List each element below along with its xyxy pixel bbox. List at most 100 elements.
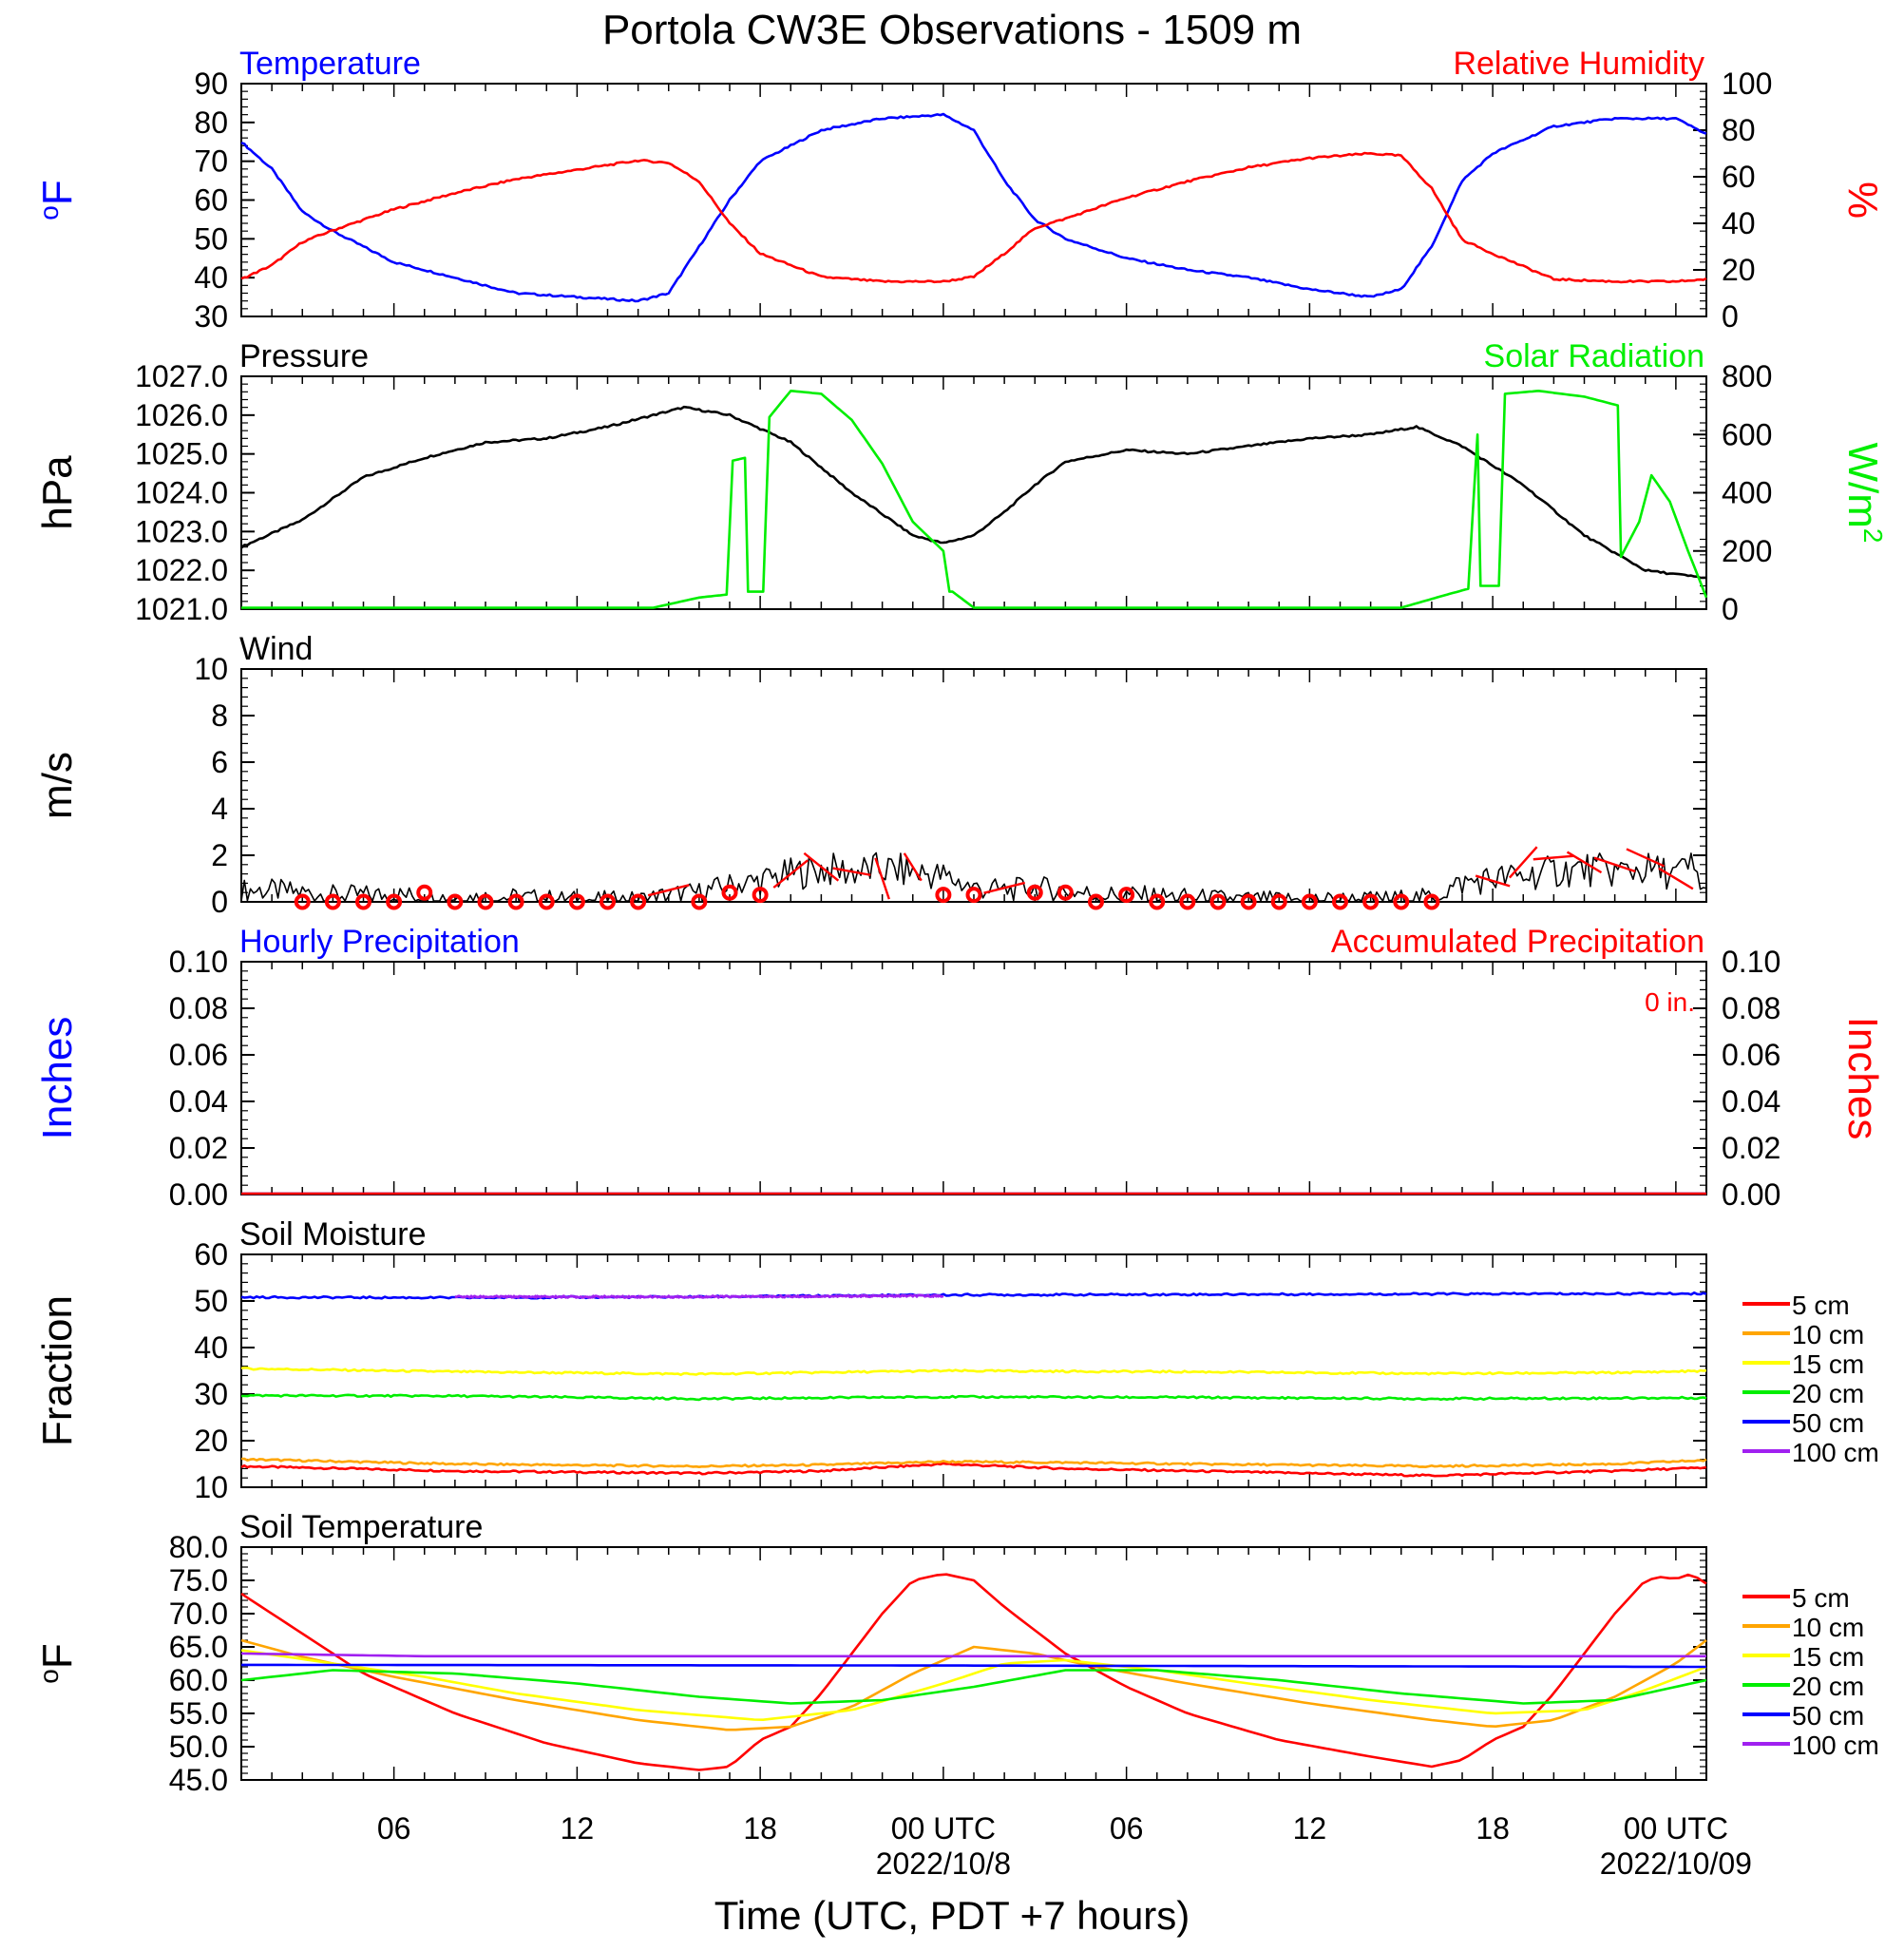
panel-frame	[240, 375, 1707, 610]
y-tick-label-left: 0.08	[169, 991, 228, 1025]
wind-calm-mark	[935, 887, 952, 904]
wind-calm-mark	[1057, 884, 1074, 901]
wind-calm-mark	[600, 893, 616, 910]
y-tick-label-left: 65.0	[169, 1630, 228, 1664]
panel-annotation: 0 in.	[1645, 987, 1695, 1017]
y-tick-label-right: 60	[1722, 160, 1756, 194]
y-tick-label-left: 0.06	[169, 1038, 228, 1072]
y-axis-label-right: W/m2	[1839, 443, 1888, 544]
legend-label: 15 cm	[1792, 1642, 1864, 1672]
y-tick-label-left: 60.0	[169, 1663, 228, 1697]
wind-barb-mark	[1658, 867, 1694, 890]
y-tick-label-left: 60	[194, 183, 228, 218]
series-line-100-cm	[454, 1293, 944, 1299]
wind-calm-mark	[1423, 893, 1440, 910]
y-tick-label-right: 0.06	[1722, 1038, 1780, 1072]
wind-barb-mark	[903, 852, 923, 882]
wind-calm-mark	[965, 887, 982, 904]
series-line-10-cm	[240, 1638, 1707, 1731]
series-line-10-cm	[240, 1457, 1707, 1468]
wind-barb-mark	[1533, 854, 1575, 861]
panel-title-left: Pressure	[239, 338, 369, 374]
wind-barb-mark	[803, 851, 840, 882]
y-tick-label-left: 4	[211, 792, 228, 826]
panel-frame	[240, 83, 1707, 317]
wind-calm-mark	[1393, 893, 1410, 910]
legend-label: 10 cm	[1792, 1320, 1864, 1349]
wind-calm-mark	[721, 884, 738, 901]
wind-calm-mark	[752, 887, 769, 904]
series-line-pressure	[240, 405, 1706, 580]
y-tick-label-left: 90	[194, 67, 228, 101]
y-tick-label-right: 0	[1722, 299, 1739, 334]
panel-title-right: Relative Humidity	[1453, 46, 1704, 82]
wind-barb-mark	[983, 881, 1026, 894]
wind-calm-mark	[1209, 893, 1227, 910]
panel-frame	[240, 961, 1707, 1195]
panel-title-left: Temperature	[239, 46, 421, 82]
y-tick-label-right: 0	[1722, 592, 1739, 626]
wind-calm-mark	[507, 893, 524, 910]
y-tick-label-right: 80	[1722, 113, 1756, 147]
y-tick-label-left: 45.0	[169, 1763, 228, 1797]
wind-calm-mark	[1301, 893, 1318, 910]
series-line-5-cm	[240, 1462, 1707, 1478]
panel-title-left: Soil Moisture	[239, 1216, 427, 1253]
panel-title-right: Accumulated Precipitation	[1331, 924, 1704, 960]
panel-precipitation: 0.10 0.08 0.06 0.04 0.02 0.00 0.10 0.08 0.06 0.04…	[34, 924, 1886, 1212]
x-axis-label: Time (UTC, PDT +7 hours)	[714, 1893, 1190, 1938]
y-tick-label-right: 100	[1722, 67, 1772, 101]
y-axis-label-left: hPa	[34, 455, 81, 530]
panel-soil-temperature: 80.075.070.065.060.055.050.045.0 Soil Tem…	[34, 1509, 1879, 1797]
wind-calm-mark	[294, 893, 311, 910]
y-tick-label-right: 200	[1722, 534, 1772, 568]
wind-calm-mark	[1088, 893, 1104, 910]
y-tick-label-left: 75.0	[169, 1563, 228, 1597]
legend-label: 5 cm	[1792, 1291, 1850, 1320]
legend-label: 10 cm	[1792, 1613, 1864, 1642]
chart-title: Portola CW3E Observations - 1509 m	[602, 7, 1302, 53]
y-tick-label-left: 1021.0	[135, 592, 228, 626]
wind-calm-mark	[630, 893, 647, 910]
wind-barb-mark	[832, 867, 871, 876]
x-tick-label: 06	[377, 1811, 411, 1846]
x-tick-label: 18	[743, 1811, 777, 1846]
y-tick-label-right: 0.00	[1722, 1177, 1780, 1212]
y-tick-label-left: 1025.0	[135, 437, 228, 471]
y-tick-label-left: 55.0	[169, 1696, 228, 1731]
y-tick-label-left: 6	[211, 745, 228, 779]
y-tick-label-left: 1027.0	[135, 359, 228, 393]
wind-calm-mark	[386, 893, 403, 910]
y-tick-label-right: 800	[1722, 359, 1772, 393]
y-tick-label-left: 0	[211, 885, 228, 919]
x-tick-label: 06	[1110, 1811, 1144, 1846]
wind-calm-mark	[1270, 893, 1287, 910]
legend-label: 15 cm	[1792, 1349, 1864, 1379]
y-tick-label-left: 30	[194, 1377, 228, 1411]
y-tick-label-left: 10	[194, 652, 228, 686]
wind-barb-mark	[1593, 856, 1636, 873]
y-tick-label-left: 0.04	[169, 1084, 228, 1119]
y-tick-label-left: 60	[194, 1237, 228, 1272]
series-line-15-cm	[240, 1649, 1707, 1721]
y-tick-label-left: 1024.0	[135, 476, 228, 510]
legend-label: 100 cm	[1792, 1438, 1879, 1467]
wind-barb-mark	[772, 859, 809, 889]
legend-label: 5 cm	[1792, 1583, 1850, 1613]
y-tick-label-left: 80.0	[169, 1530, 228, 1564]
panel-soil-moisture: 60 50 40 30 20 10 Soil Moisture Fraction 5 cm10 …	[34, 1216, 1879, 1504]
y-tick-label-left: 40	[194, 1330, 228, 1365]
wind-calm-mark	[1362, 893, 1380, 910]
y-tick-label-left: 0.00	[169, 1177, 228, 1212]
series-line-20-cm	[241, 1393, 1707, 1402]
wind-calm-mark	[538, 893, 555, 910]
y-tick-label-left: 0.02	[169, 1131, 228, 1165]
y-axis-label-left: m/s	[34, 752, 81, 819]
series-line-5-cm	[240, 1573, 1707, 1771]
wind-barb-mark	[1566, 851, 1603, 874]
y-tick-label-left: 2	[211, 838, 228, 872]
